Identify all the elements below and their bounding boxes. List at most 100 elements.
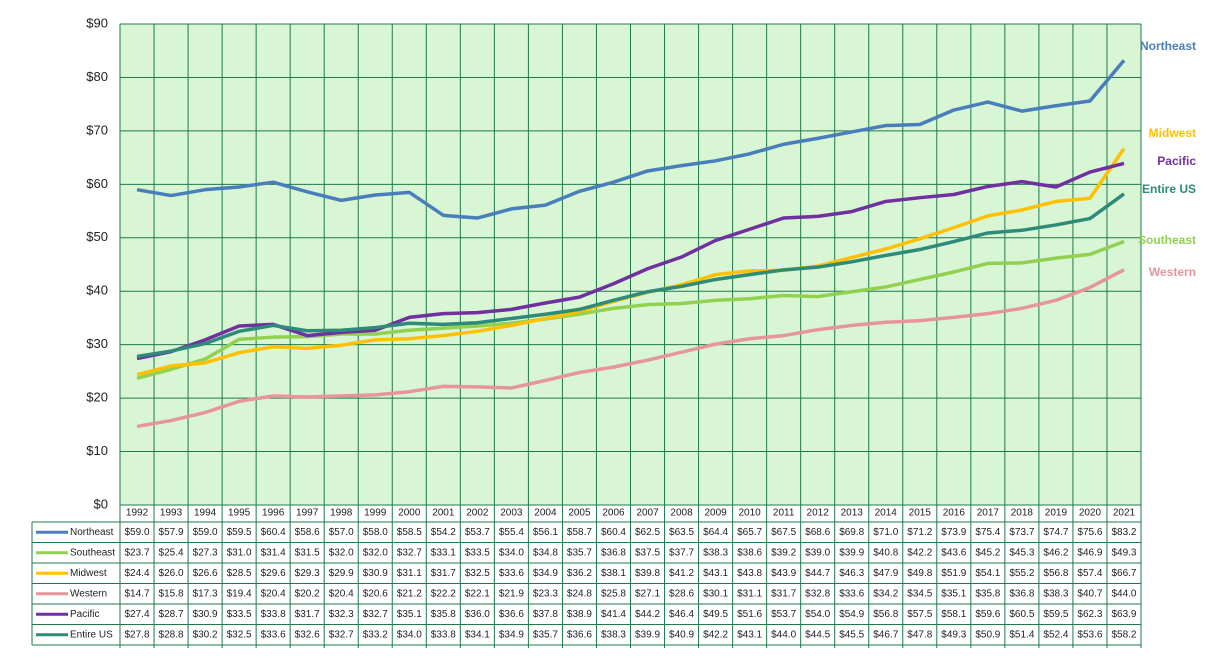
table-cell: $43.6 [941,547,966,558]
x-tick-label: 2018 [1011,508,1034,519]
x-tick-label: 1994 [194,508,217,519]
table-cell: $73.7 [1009,527,1034,538]
table-cell: $21.9 [499,588,524,599]
table-cell: $54.2 [431,527,456,538]
x-tick-label: 2017 [977,508,1000,519]
table-cell: $34.0 [499,547,524,558]
table-cell: $31.5 [295,547,320,558]
table-cell: $63.5 [669,527,694,538]
x-tick-label: 2019 [1045,508,1068,519]
table-cell: $45.3 [1009,547,1034,558]
table-cell: $44.7 [805,568,830,579]
table-cell: $36.8 [1009,588,1034,599]
table-cell: $57.9 [159,527,184,538]
x-tick-label: 2000 [398,508,421,519]
table-cell: $31.0 [227,547,252,558]
table-cell: $66.7 [1111,568,1136,579]
table-cell: $58.0 [363,527,388,538]
x-tick-label: 2006 [602,508,625,519]
table-cell: $38.9 [567,609,592,620]
x-tick-label: 2002 [466,508,489,519]
table-cell: $27.3 [193,547,218,558]
table-cell: $50.9 [975,629,1000,640]
table-cell: $46.4 [669,609,694,620]
table-cell: $15.8 [159,588,184,599]
x-tick-label: 2014 [875,508,898,519]
table-cell: $32.8 [805,588,830,599]
table-cell: $35.8 [975,588,1000,599]
table-cell: $51.4 [1009,629,1034,640]
table-cell: $53.7 [465,527,490,538]
table-cell: $34.0 [397,629,422,640]
table-cell: $29.3 [295,568,320,579]
table-cell: $56.8 [873,609,898,620]
table-cell: $43.1 [703,568,728,579]
series-end-label: Northeast [1140,39,1196,53]
table-cell: $32.5 [465,568,490,579]
table-cell: $54.9 [839,609,864,620]
table-cell: $40.7 [1077,588,1102,599]
x-tick-label: 2001 [432,508,455,519]
table-cell: $54.0 [805,609,830,620]
legend-label: Western [70,588,107,599]
table-cell: $37.8 [533,609,558,620]
table-cell: $37.5 [635,547,660,558]
table-cell: $32.3 [329,609,354,620]
table-cell: $55.2 [1009,568,1034,579]
y-tick-label: $90 [86,15,108,30]
table-cell: $46.9 [1077,547,1102,558]
table-cell: $39.2 [771,547,796,558]
table-cell: $32.0 [329,547,354,558]
table-cell: $75.4 [975,527,1000,538]
table-cell: $20.2 [295,588,320,599]
table-cell: $34.5 [907,588,932,599]
table-cell: $42.2 [703,629,728,640]
y-tick-label: $50 [86,229,108,244]
table-cell: $59.0 [193,527,218,538]
table-cell: $21.2 [397,588,422,599]
y-tick-label: $80 [86,69,108,84]
table-cell: $36.0 [465,609,490,620]
table-cell: $45.5 [839,629,864,640]
table-cell: $45.2 [975,547,1000,558]
table-cell: $34.1 [465,629,490,640]
table-cell: $56.8 [1043,568,1068,579]
table-cell: $57.0 [329,527,354,538]
y-tick-label: $30 [86,336,108,351]
table-cell: $44.5 [805,629,830,640]
table-cell: $35.1 [941,588,966,599]
series-end-label: Entire US [1142,182,1196,196]
table-cell: $43.1 [737,629,762,640]
table-cell: $47.8 [907,629,932,640]
x-tick-label: 2015 [909,508,932,519]
table-cell: $58.5 [397,527,422,538]
table-cell: $60.4 [261,527,286,538]
table-cell: $59.5 [1043,609,1068,620]
table-cell: $27.8 [125,629,150,640]
table-cell: $28.8 [159,629,184,640]
table-cell: $33.1 [431,547,456,558]
legend-label: Northeast [70,527,114,538]
table-cell: $58.7 [567,527,592,538]
table-cell: $59.5 [227,527,252,538]
table-cell: $31.1 [737,588,762,599]
table-cell: $36.2 [567,568,592,579]
table-cell: $33.2 [363,629,388,640]
series-end-label: Western [1149,265,1196,279]
table-cell: $49.3 [1111,547,1136,558]
series-line [136,239,1125,381]
table-cell: $36.6 [499,609,524,620]
table-cell: $14.7 [125,588,150,599]
table-cell: $24.4 [125,568,150,579]
table-cell: $37.7 [669,547,694,558]
table-cell: $32.7 [329,629,354,640]
table-cell: $49.5 [703,609,728,620]
table-cell: $38.3 [1043,588,1068,599]
table-cell: $26.6 [193,568,218,579]
table-cell: $31.4 [261,547,286,558]
table-cell: $51.6 [737,609,762,620]
x-tick-label: 1995 [228,508,251,519]
table-cell: $30.2 [193,629,218,640]
table-cell: $69.8 [839,527,864,538]
